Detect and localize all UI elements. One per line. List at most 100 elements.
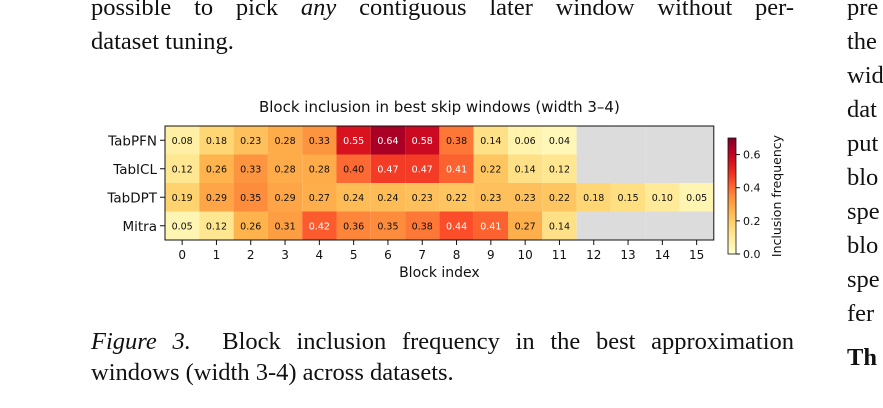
heatmap-frame bbox=[164, 125, 715, 241]
cell-value-label: 0.28 bbox=[309, 164, 330, 175]
heatmap-cell bbox=[370, 211, 406, 240]
cell-value-label: 0.27 bbox=[515, 221, 536, 232]
cell-value-label: 0.14 bbox=[549, 221, 570, 232]
x-tick-label: 6 bbox=[384, 248, 392, 262]
heatmap-cell bbox=[405, 154, 440, 183]
cell-value-label: 0.41 bbox=[480, 221, 501, 232]
heatmap-cell bbox=[199, 154, 234, 183]
heatmap-cell bbox=[302, 183, 337, 212]
cell-value-label: 0.19 bbox=[172, 193, 193, 204]
emphasis-any: any bbox=[300, 0, 337, 21]
cell-value-label: 0.29 bbox=[274, 193, 295, 204]
heatmap-cell bbox=[473, 126, 508, 155]
x-tick-label: 7 bbox=[418, 248, 426, 262]
heatmap-cell bbox=[610, 183, 646, 212]
heatmap-cell bbox=[508, 154, 543, 183]
cell-value-label: 0.47 bbox=[412, 164, 433, 175]
heatmap-figure: Block inclusion in best skip windows (wi… bbox=[91, 92, 811, 314]
heatmap-cell bbox=[336, 154, 371, 183]
heatmap-cell-empty bbox=[679, 126, 714, 155]
heatmap-cell bbox=[199, 126, 234, 155]
heatmap-cell bbox=[302, 126, 337, 155]
heatmap-cell-empty bbox=[576, 154, 611, 183]
x-tick-label: 12 bbox=[586, 248, 601, 262]
cell-value-label: 0.08 bbox=[172, 136, 193, 147]
x-tick-label: 10 bbox=[518, 248, 533, 262]
heatmap-cell bbox=[267, 154, 303, 183]
heatmap-cell bbox=[576, 183, 611, 212]
cell-value-label: 0.18 bbox=[583, 193, 604, 204]
cell-value-label: 0.23 bbox=[240, 136, 261, 147]
heatmap-cell-empty bbox=[610, 154, 646, 183]
cell-value-label: 0.12 bbox=[206, 221, 227, 232]
heatmap-cell-empty bbox=[679, 154, 714, 183]
heatmap-cell bbox=[508, 211, 543, 240]
x-tick-label: 2 bbox=[247, 248, 255, 262]
colorbar-tick-label: 0.4 bbox=[743, 182, 761, 195]
cell-value-label: 0.23 bbox=[480, 193, 501, 204]
right-column-heading: Th bbox=[847, 344, 877, 371]
heatmap-cell bbox=[370, 126, 406, 155]
heatmap-cell bbox=[165, 154, 200, 183]
right-column-fragment: pre the wid dat put blo spe blo spe fer Th bbox=[847, 0, 883, 375]
cell-value-label: 0.33 bbox=[240, 164, 261, 175]
heatmap-cell bbox=[233, 126, 268, 155]
cell-value-label: 0.24 bbox=[343, 193, 364, 204]
heatmap-cell bbox=[370, 183, 406, 212]
cell-value-label: 0.23 bbox=[515, 193, 536, 204]
cell-value-label: 0.22 bbox=[480, 164, 501, 175]
heatmap-cell bbox=[542, 126, 577, 155]
x-tick-label: 13 bbox=[620, 248, 635, 262]
heatmap-cell bbox=[336, 183, 371, 212]
x-tick-label: 1 bbox=[213, 248, 221, 262]
cell-value-label: 0.12 bbox=[549, 164, 570, 175]
row-label: TabDPT bbox=[106, 190, 157, 206]
heatmap-cell bbox=[199, 183, 234, 212]
intro-line-1: possible to pick any contiguous later wi… bbox=[91, 0, 794, 25]
heatmap-cell bbox=[542, 211, 577, 240]
cell-value-label: 0.55 bbox=[343, 136, 364, 147]
heatmap-cell bbox=[473, 154, 508, 183]
heatmap-cell-empty bbox=[645, 211, 680, 240]
x-tick-label: 3 bbox=[281, 248, 289, 262]
cell-value-label: 0.38 bbox=[446, 136, 467, 147]
right-column-line: wid bbox=[847, 62, 883, 89]
cell-value-label: 0.31 bbox=[274, 221, 295, 232]
row-label: TabPFN bbox=[107, 133, 157, 149]
cell-value-label: 0.06 bbox=[515, 136, 536, 147]
cell-value-label: 0.42 bbox=[309, 221, 330, 232]
heatmap-cell-empty bbox=[679, 211, 714, 240]
cell-value-label: 0.41 bbox=[446, 164, 467, 175]
heatmap-cell bbox=[233, 154, 268, 183]
heatmap-cell bbox=[645, 183, 680, 212]
heatmap-cell bbox=[439, 126, 474, 155]
heatmap-cell bbox=[302, 154, 337, 183]
heatmap-cell bbox=[679, 183, 714, 212]
heatmap-cell bbox=[542, 154, 577, 183]
right-column-line: blo bbox=[847, 164, 879, 191]
right-column-line: blo bbox=[847, 232, 879, 259]
right-column-line: the bbox=[847, 28, 877, 55]
cell-value-label: 0.14 bbox=[515, 164, 536, 175]
chart-title: Block inclusion in best skip windows (wi… bbox=[259, 98, 620, 116]
heatmap-cell bbox=[267, 183, 303, 212]
x-tick-label: 8 bbox=[453, 248, 461, 262]
caption-text-1: Block inclusion frequency in the best ap… bbox=[222, 328, 795, 355]
heatmap-cell bbox=[439, 154, 474, 183]
heatmap-cell bbox=[165, 183, 200, 212]
x-tick-label: 0 bbox=[178, 248, 186, 262]
cell-value-label: 0.24 bbox=[377, 193, 398, 204]
figure-caption: Figure 3. Block inclusion frequency in t… bbox=[91, 326, 794, 388]
colorbar-tick-label: 0.0 bbox=[743, 248, 761, 261]
colorbar-tick-label: 0.2 bbox=[743, 215, 761, 228]
x-tick-label: 4 bbox=[316, 248, 324, 262]
x-axis-label: Block index bbox=[399, 265, 480, 281]
heatmap-cell bbox=[473, 211, 508, 240]
x-tick-label: 15 bbox=[689, 248, 704, 262]
colorbar bbox=[727, 137, 737, 255]
heatmap-cell bbox=[267, 126, 303, 155]
heatmap-cell-empty bbox=[576, 126, 611, 155]
cell-value-label: 0.33 bbox=[309, 136, 330, 147]
heatmap-cell-empty bbox=[645, 126, 680, 155]
heatmap-cell bbox=[405, 126, 440, 155]
